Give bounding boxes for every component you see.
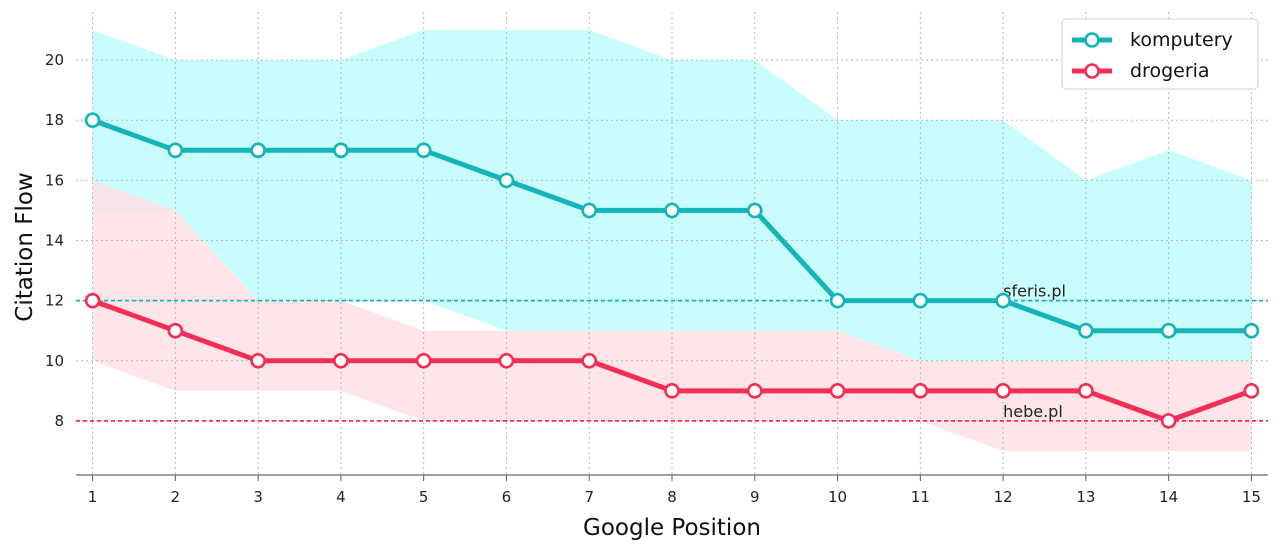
y-tick-label: 12	[45, 292, 64, 310]
x-tick-label: 3	[253, 488, 263, 506]
legend: komputery drogeria	[1061, 18, 1259, 90]
reference-lines: sferis.pl hebe.pl	[76, 282, 1268, 422]
x-tick-label: 7	[584, 488, 594, 506]
legend-label: komputery	[1130, 29, 1233, 51]
x-tick-label: 9	[750, 488, 760, 506]
data-point-drogeria	[829, 383, 846, 399]
data-point-drogeria	[333, 352, 349, 369]
x-tick-label: 11	[911, 488, 930, 506]
y-tick-label: 8	[54, 412, 64, 430]
data-point-drogeria	[581, 352, 598, 369]
data-point-komputery	[1243, 322, 1260, 339]
x-tick-label: 13	[1076, 488, 1095, 506]
x-tick-label: 12	[994, 488, 1013, 506]
data-point-komputery	[250, 142, 266, 159]
data-point-komputery	[1160, 322, 1177, 339]
x-tick-label: 10	[828, 488, 847, 506]
y-axis-title: Citation Flow	[12, 172, 38, 321]
y-tick-label: 10	[45, 352, 64, 370]
data-point-drogeria	[250, 352, 266, 369]
data-point-komputery	[415, 142, 432, 159]
data-point-drogeria	[1078, 383, 1094, 399]
reference-line-label: sferis.pl	[1003, 282, 1066, 301]
data-point-komputery	[912, 292, 929, 309]
data-point-drogeria	[664, 383, 680, 399]
data-point-komputery	[167, 142, 184, 159]
legend-swatch-marker	[1084, 32, 1100, 48]
data-point-drogeria	[1160, 413, 1177, 429]
x-tick-label: 6	[502, 488, 512, 506]
legend-swatch-marker	[1084, 63, 1100, 79]
y-tick-label: 18	[45, 111, 64, 129]
data-point-drogeria	[415, 352, 432, 369]
reference-line-label: hebe.pl	[1003, 402, 1063, 421]
band-drogeria	[92, 180, 1252, 451]
x-tick-label: 4	[336, 488, 346, 506]
data-point-komputery	[1078, 322, 1094, 339]
data-point-komputery	[746, 202, 763, 219]
x-tick-label: 8	[667, 488, 677, 506]
legend-label: drogeria	[1130, 60, 1210, 82]
x-tick-label: 1	[88, 488, 98, 506]
x-tick-label: 5	[419, 488, 429, 506]
x-axis-title: Google Position	[583, 515, 761, 541]
band-komputery	[92, 30, 1252, 361]
range-bands	[92, 30, 1252, 451]
y-tick-label: 14	[45, 231, 64, 249]
data-point-drogeria	[1243, 383, 1260, 399]
data-point-komputery	[498, 172, 515, 189]
x-tick-label: 15	[1242, 488, 1261, 506]
data-point-komputery	[995, 292, 1011, 309]
data-point-drogeria	[995, 383, 1011, 399]
data-point-komputery	[664, 202, 680, 219]
y-tick-label: 16	[45, 171, 64, 189]
data-point-drogeria	[912, 383, 929, 399]
x-tick-label: 14	[1159, 488, 1178, 506]
data-point-drogeria	[746, 383, 763, 399]
x-tick-label: 2	[171, 488, 181, 506]
series-lines	[84, 112, 1260, 429]
data-point-komputery	[829, 292, 846, 309]
data-point-komputery	[333, 142, 349, 159]
data-point-drogeria	[167, 322, 184, 339]
y-tick-label: 20	[45, 51, 64, 69]
data-point-drogeria	[84, 292, 101, 309]
data-point-komputery	[581, 202, 598, 219]
data-point-drogeria	[498, 352, 515, 369]
data-point-komputery	[84, 112, 101, 129]
